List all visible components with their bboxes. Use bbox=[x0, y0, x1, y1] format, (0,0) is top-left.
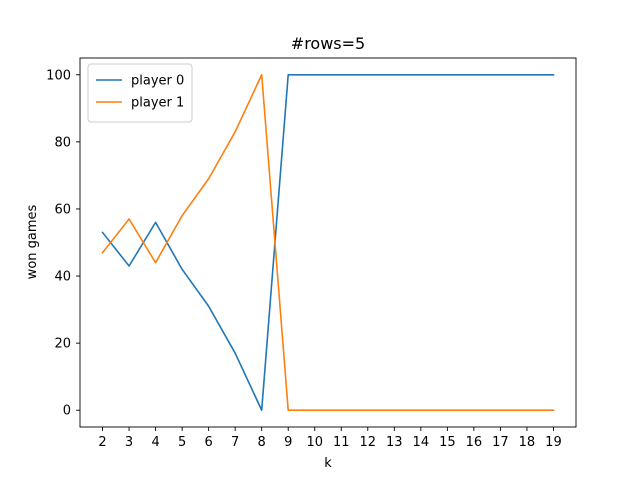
x-tick-label: 12 bbox=[360, 435, 377, 450]
y-tick-label: 40 bbox=[54, 270, 71, 285]
series-line-player-1 bbox=[101, 73, 555, 412]
chart-title: #rows=5 bbox=[291, 34, 365, 53]
x-axis-label: k bbox=[324, 456, 332, 471]
x-tick-label: 5 bbox=[178, 435, 186, 450]
legend-box bbox=[87, 63, 193, 123]
y-tick-label: 100 bbox=[46, 68, 71, 83]
x-tick-label: 4 bbox=[151, 435, 159, 450]
legend: player 0 player 1 bbox=[87, 63, 193, 123]
x-tick-label: 8 bbox=[258, 435, 266, 450]
y-tick-label: 0 bbox=[63, 404, 71, 419]
x-tick-label: 2 bbox=[98, 435, 106, 450]
x-tick-label: 13 bbox=[386, 435, 403, 450]
x-tick-label: 11 bbox=[333, 435, 350, 450]
y-tick-label: 20 bbox=[54, 337, 71, 352]
y-axis-label: won games bbox=[25, 204, 40, 279]
x-tick-label: 15 bbox=[439, 435, 456, 450]
y-tick-label: 60 bbox=[54, 202, 71, 217]
x-tick-label: 9 bbox=[284, 435, 292, 450]
y-tick-label: 80 bbox=[54, 135, 71, 150]
x-tick-label: 10 bbox=[306, 435, 323, 450]
legend-label: player 1 bbox=[131, 96, 184, 111]
x-tick-label: 19 bbox=[545, 435, 562, 450]
axes-frame bbox=[79, 57, 577, 428]
x-tick-label: 16 bbox=[466, 435, 483, 450]
legend-label: player 0 bbox=[131, 74, 184, 89]
x-tick-label: 3 bbox=[125, 435, 133, 450]
x-tick-label: 17 bbox=[492, 435, 509, 450]
plot-area: 2 3 4 5 6 7 8 9 10 11 12 13 14 15 16 17 18 19 0 20 40 60 80 100 bbox=[46, 57, 577, 450]
x-tick-label: 18 bbox=[519, 435, 536, 450]
x-tick-label: 14 bbox=[413, 435, 430, 450]
x-tick-label: 6 bbox=[205, 435, 213, 450]
series-line-player-0 bbox=[101, 73, 555, 412]
x-tick-label: 7 bbox=[231, 435, 239, 450]
